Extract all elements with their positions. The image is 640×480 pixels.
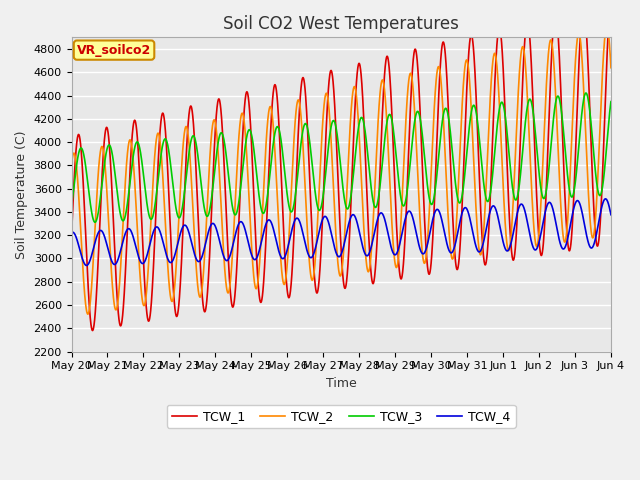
- TCW_1: [298, 78, 306, 84]
- TCW_3: [129, 153, 137, 159]
- TCW_4: [298, 227, 306, 232]
- TCW_2: [298, 126, 306, 132]
- TCW_4: [161, 248, 169, 254]
- TCW_4: [539, 223, 547, 229]
- TCW_4: [602, 196, 609, 202]
- TCW_2: [607, 65, 615, 71]
- TCW_2: [603, 24, 611, 30]
- TCW_1: [68, 232, 76, 238]
- Line: TCW_4: TCW_4: [72, 199, 611, 265]
- TCW_4: [596, 210, 604, 216]
- Line: TCW_2: TCW_2: [72, 27, 611, 314]
- Legend: TCW_1, TCW_2, TCW_3, TCW_4: TCW_1, TCW_2, TCW_3, TCW_4: [167, 405, 516, 428]
- Y-axis label: Soil Temperature (C): Soil Temperature (C): [15, 130, 28, 259]
- Text: VR_soilco2: VR_soilco2: [77, 44, 151, 57]
- TCW_3: [298, 133, 306, 139]
- TCW_2: [84, 311, 92, 317]
- TCW_4: [129, 234, 137, 240]
- TCW_1: [539, 249, 547, 255]
- TCW_1: [161, 126, 169, 132]
- TCW_1: [275, 115, 282, 121]
- TCW_2: [129, 158, 137, 164]
- Title: Soil CO2 West Temperatures: Soil CO2 West Temperatures: [223, 15, 459, 33]
- TCW_3: [68, 203, 76, 209]
- TCW_3: [275, 125, 282, 131]
- TCW_2: [161, 218, 169, 224]
- TCW_2: [275, 219, 282, 225]
- TCW_1: [596, 216, 604, 221]
- Line: TCW_3: TCW_3: [72, 93, 611, 222]
- TCW_2: [596, 113, 604, 119]
- TCW_4: [68, 230, 76, 236]
- Line: TCW_1: TCW_1: [72, 0, 611, 331]
- TCW_4: [607, 212, 615, 217]
- X-axis label: Time: Time: [326, 377, 356, 390]
- TCW_3: [161, 136, 169, 142]
- TCW_3: [91, 219, 99, 225]
- TCW_3: [539, 193, 547, 199]
- TCW_3: [607, 99, 615, 105]
- TCW_2: [539, 169, 547, 175]
- TCW_4: [275, 247, 282, 253]
- TCW_3: [582, 90, 590, 96]
- TCW_4: [83, 263, 90, 268]
- TCW_3: [597, 192, 605, 198]
- TCW_1: [607, 0, 615, 3]
- TCW_1: [129, 123, 137, 129]
- TCW_2: [68, 162, 76, 168]
- TCW_1: [89, 328, 97, 334]
